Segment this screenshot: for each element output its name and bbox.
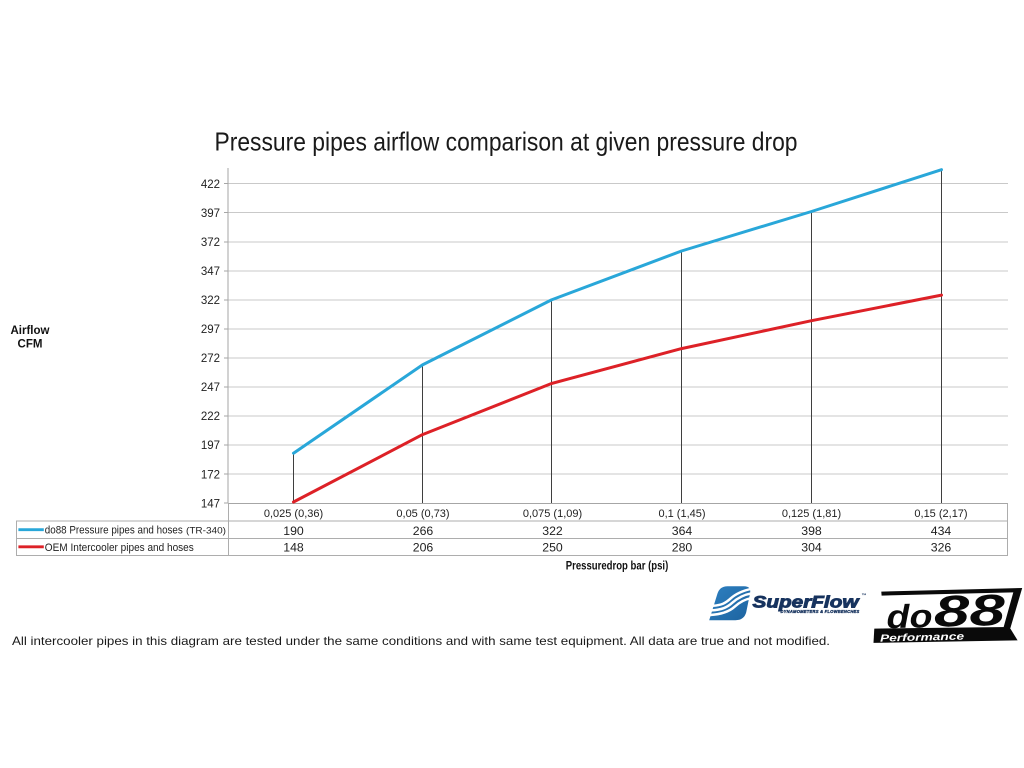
svg-text:322: 322 (201, 295, 220, 307)
svg-text:247: 247 (201, 382, 220, 394)
svg-text:190: 190 (283, 524, 304, 538)
svg-text:250: 250 (542, 541, 563, 555)
svg-text:SuperFlow: SuperFlow (753, 593, 861, 612)
svg-text:326: 326 (931, 541, 952, 555)
svg-text:172: 172 (201, 469, 220, 481)
svg-text:Pressure pipes airflow compari: Pressure pipes airflow comparison at giv… (215, 127, 798, 157)
svg-text:297: 297 (201, 324, 220, 336)
svg-text:398: 398 (801, 524, 822, 538)
svg-text:™: ™ (862, 593, 867, 599)
svg-text:Pressuredrop bar (psi): Pressuredrop bar (psi) (566, 558, 669, 572)
svg-text:Performance: Performance (880, 632, 965, 645)
svg-text:222: 222 (201, 411, 220, 423)
svg-text:266: 266 (413, 524, 434, 538)
svg-text:CFM: CFM (18, 338, 43, 350)
svg-text:All intercooler pipes in this: All intercooler pipes in this diagram ar… (12, 634, 830, 648)
svg-text:0,05 (0,73): 0,05 (0,73) (396, 508, 449, 520)
svg-text:(TR-340): (TR-340) (186, 525, 226, 535)
svg-text:322: 322 (542, 524, 563, 538)
svg-text:422: 422 (201, 179, 220, 191)
svg-text:347: 347 (201, 266, 220, 278)
svg-text:do88 Pressure pipes and hoses: do88 Pressure pipes and hoses (45, 525, 183, 537)
svg-text:304: 304 (801, 541, 822, 555)
svg-text:272: 272 (201, 353, 220, 365)
svg-text:Airflow: Airflow (11, 325, 50, 337)
svg-text:OEM Intercooler pipes and hose: OEM Intercooler pipes and hoses (45, 542, 194, 554)
svg-text:147: 147 (201, 498, 220, 510)
svg-text:434: 434 (931, 524, 952, 538)
svg-text:206: 206 (413, 541, 434, 555)
svg-text:364: 364 (672, 524, 693, 538)
svg-text:197: 197 (201, 440, 220, 452)
svg-text:0,1 (1,45): 0,1 (1,45) (658, 508, 705, 520)
svg-text:88: 88 (933, 586, 1006, 637)
svg-text:0,075 (1,09): 0,075 (1,09) (523, 508, 582, 520)
svg-text:372: 372 (201, 237, 220, 249)
svg-text:DYNAMOMETERS & FLOWBENCHES: DYNAMOMETERS & FLOWBENCHES (780, 609, 859, 614)
svg-text:397: 397 (201, 208, 220, 220)
svg-text:280: 280 (672, 541, 693, 555)
svg-text:0,025 (0,36): 0,025 (0,36) (264, 508, 323, 520)
svg-text:0,15 (2,17): 0,15 (2,17) (914, 508, 967, 520)
svg-text:0,125 (1,81): 0,125 (1,81) (782, 508, 841, 520)
svg-text:do: do (886, 597, 933, 635)
svg-text:148: 148 (283, 541, 304, 555)
